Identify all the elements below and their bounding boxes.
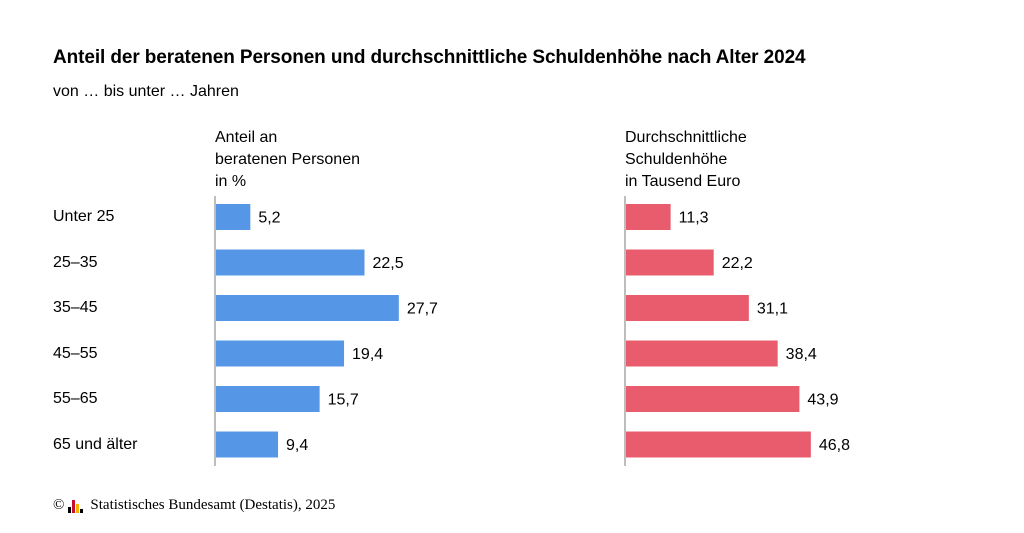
value-label: 27,7 (407, 301, 438, 318)
right-panel-header-line: in Tausend Euro (625, 173, 741, 190)
category-label: 65 und älter (53, 436, 138, 453)
value-label: 22,5 (373, 255, 404, 272)
bar (626, 431, 811, 458)
source-footer: © Statistisches Bundesamt (Destatis), 20… (53, 497, 335, 514)
right-panel-header: Durchschnittliche Schuldenhöhe in Tausen… (625, 127, 747, 193)
category-label: 55–65 (53, 390, 98, 407)
value-label: 38,4 (786, 346, 817, 363)
copyright-symbol: © (53, 497, 65, 513)
bar (626, 386, 800, 412)
value-label: 22,2 (722, 255, 753, 272)
bar (216, 386, 320, 412)
chart-subtitle: von … bis unter … Jahren (53, 83, 239, 100)
left-panel-header-line: beratenen Personen (215, 151, 360, 168)
bar (626, 249, 714, 276)
bar (216, 204, 251, 230)
source-text: Statistisches Bundesamt (Destatis), 2025 (90, 497, 336, 513)
value-label: 43,9 (807, 392, 838, 409)
value-label: 5,2 (258, 210, 280, 227)
value-label: 46,8 (819, 437, 850, 454)
left-panel-header: Anteil an beratenen Personen in % (215, 127, 360, 193)
bar (626, 295, 749, 321)
value-label: 9,4 (286, 437, 308, 454)
left-panel-header-line: Anteil an (215, 129, 278, 146)
bar (626, 340, 778, 367)
category-label: 35–45 (53, 299, 98, 316)
bar (216, 431, 279, 458)
chart-title: Anteil der beratenen Personen und durchs… (53, 47, 806, 68)
right-panel-header-line: Schuldenhöhe (625, 151, 728, 168)
bar (626, 204, 671, 230)
value-label: 31,1 (757, 301, 788, 318)
category-label: 45–55 (53, 345, 98, 362)
value-label: 15,7 (328, 392, 359, 409)
destatis-logo-icon (68, 499, 84, 513)
bar (216, 340, 345, 367)
category-label: 25–35 (53, 254, 98, 271)
left-panel-header-line: in % (215, 173, 247, 190)
value-label: 11,3 (679, 210, 709, 227)
bar (216, 249, 365, 276)
bar (216, 295, 399, 321)
value-label: 19,4 (352, 346, 383, 363)
category-label: Unter 25 (53, 208, 115, 225)
right-panel-header-line: Durchschnittliche (625, 129, 747, 146)
